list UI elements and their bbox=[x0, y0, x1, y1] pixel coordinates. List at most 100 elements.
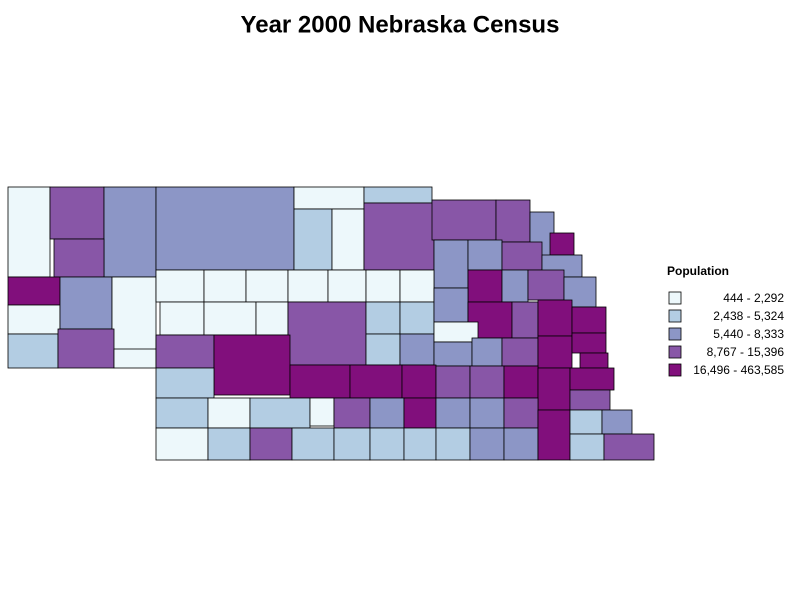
county bbox=[203, 301, 257, 336]
legend-title: Population bbox=[667, 264, 729, 278]
county bbox=[333, 427, 371, 461]
county bbox=[333, 397, 371, 429]
county bbox=[511, 301, 539, 339]
county bbox=[435, 427, 471, 461]
county bbox=[287, 269, 329, 303]
county bbox=[369, 397, 405, 429]
county bbox=[501, 241, 543, 271]
county bbox=[569, 433, 605, 461]
county bbox=[503, 365, 539, 399]
county bbox=[57, 328, 115, 369]
map-title: Year 2000 Nebraska Census bbox=[241, 11, 560, 38]
county bbox=[203, 269, 247, 303]
county bbox=[327, 269, 367, 303]
county bbox=[503, 427, 539, 461]
county bbox=[469, 365, 505, 399]
county bbox=[155, 334, 215, 369]
county bbox=[7, 276, 61, 306]
county bbox=[155, 367, 215, 399]
county bbox=[245, 269, 289, 303]
county bbox=[369, 427, 405, 461]
county bbox=[435, 365, 471, 399]
county bbox=[207, 427, 251, 461]
county bbox=[571, 306, 607, 334]
county bbox=[571, 332, 607, 354]
legend-swatch bbox=[668, 345, 682, 359]
county bbox=[365, 269, 401, 303]
county bbox=[431, 199, 497, 241]
county bbox=[7, 333, 59, 369]
county bbox=[399, 301, 435, 335]
county bbox=[537, 299, 573, 337]
legend-swatch bbox=[668, 363, 682, 377]
county bbox=[501, 337, 539, 367]
legend-label: 444 - 2,292 bbox=[723, 291, 784, 305]
county bbox=[471, 337, 503, 367]
county bbox=[435, 397, 471, 429]
county bbox=[293, 208, 333, 271]
county bbox=[403, 397, 437, 429]
county bbox=[469, 427, 505, 461]
county bbox=[365, 333, 401, 366]
county bbox=[363, 202, 435, 271]
county bbox=[365, 301, 401, 335]
county bbox=[537, 409, 571, 461]
county bbox=[113, 348, 157, 369]
county bbox=[155, 427, 209, 461]
county bbox=[331, 208, 365, 271]
county bbox=[213, 334, 291, 396]
county bbox=[403, 427, 437, 461]
county bbox=[155, 397, 209, 429]
county bbox=[603, 433, 655, 461]
legend-label: 5,440 - 8,333 bbox=[713, 327, 784, 341]
county bbox=[467, 239, 503, 271]
legend-label: 16,496 - 463,585 bbox=[693, 363, 784, 377]
county bbox=[53, 238, 105, 278]
county bbox=[527, 269, 565, 301]
county bbox=[501, 269, 529, 303]
county bbox=[255, 301, 289, 336]
county bbox=[549, 232, 575, 256]
nebraska-map bbox=[7, 186, 655, 461]
county bbox=[293, 186, 365, 210]
county bbox=[579, 352, 609, 369]
county bbox=[399, 333, 435, 366]
county bbox=[433, 341, 473, 367]
county bbox=[363, 186, 433, 204]
county bbox=[103, 186, 157, 278]
county bbox=[155, 186, 295, 271]
county bbox=[155, 269, 205, 303]
county bbox=[569, 367, 615, 391]
county bbox=[159, 301, 205, 336]
county bbox=[49, 186, 105, 240]
county bbox=[467, 269, 503, 303]
legend-swatch bbox=[668, 327, 682, 341]
county bbox=[287, 301, 367, 366]
county bbox=[399, 269, 435, 303]
county bbox=[289, 364, 351, 399]
county bbox=[569, 409, 603, 435]
county bbox=[569, 389, 611, 411]
county bbox=[537, 367, 571, 411]
county bbox=[537, 335, 573, 369]
legend-swatch bbox=[668, 291, 682, 305]
county bbox=[249, 427, 293, 461]
county bbox=[401, 364, 437, 399]
county bbox=[469, 397, 505, 429]
legend-label: 8,767 - 15,396 bbox=[707, 345, 785, 359]
legend-label: 2,438 - 5,324 bbox=[713, 309, 784, 323]
county bbox=[433, 321, 479, 343]
county bbox=[503, 397, 539, 429]
county bbox=[249, 397, 311, 429]
county bbox=[7, 186, 51, 278]
county bbox=[207, 397, 251, 429]
county bbox=[433, 287, 469, 323]
county bbox=[59, 276, 113, 330]
county bbox=[309, 397, 335, 427]
county bbox=[433, 239, 469, 289]
county bbox=[495, 199, 531, 243]
county bbox=[7, 304, 61, 335]
legend: 444 - 2,292 2,438 - 5,324 5,440 - 8,333 8,7… bbox=[668, 291, 785, 377]
county bbox=[349, 364, 403, 399]
